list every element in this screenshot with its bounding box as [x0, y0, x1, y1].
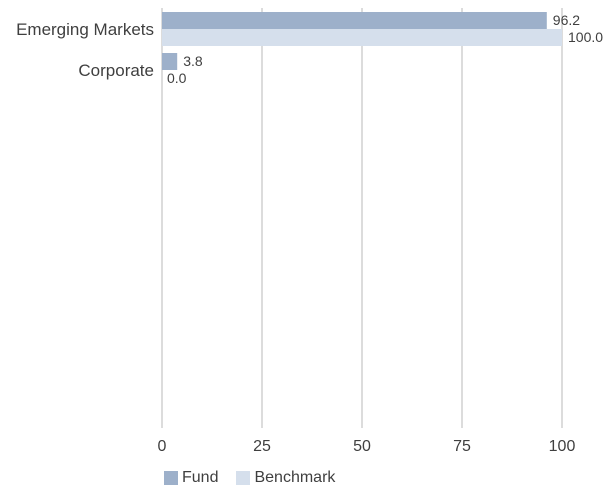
category-label: Emerging Markets	[16, 20, 154, 39]
legend-item-benchmark: Benchmark	[236, 469, 335, 487]
category-labels: Emerging Markets Corporate	[16, 20, 154, 80]
value-label: 100.0	[568, 29, 603, 45]
x-tick-label: 75	[453, 438, 471, 455]
bars	[162, 12, 562, 70]
legend-swatch-benchmark	[236, 471, 251, 485]
x-tick-label: 0	[158, 438, 167, 455]
x-axis-tick-labels: 0 25 50 75 100	[158, 438, 576, 455]
x-tick-label: 25	[253, 438, 271, 455]
legend-label-fund: Fund	[182, 469, 219, 486]
value-label: 0.0	[167, 70, 187, 86]
value-label: 3.8	[183, 53, 203, 69]
category-label: Corporate	[78, 61, 154, 80]
legend-label-benchmark: Benchmark	[254, 469, 336, 486]
legend: Fund Benchmark	[164, 469, 353, 487]
x-tick-label: 50	[353, 438, 371, 455]
legend-item-fund: Fund	[164, 469, 218, 487]
bar-fund	[162, 12, 547, 29]
gridlines	[161, 8, 563, 428]
legend-swatch-fund	[164, 471, 178, 485]
bar-fund	[162, 53, 178, 70]
x-tick-label: 100	[549, 438, 576, 455]
value-label: 96.2	[553, 12, 580, 28]
bar-benchmark	[162, 29, 562, 46]
